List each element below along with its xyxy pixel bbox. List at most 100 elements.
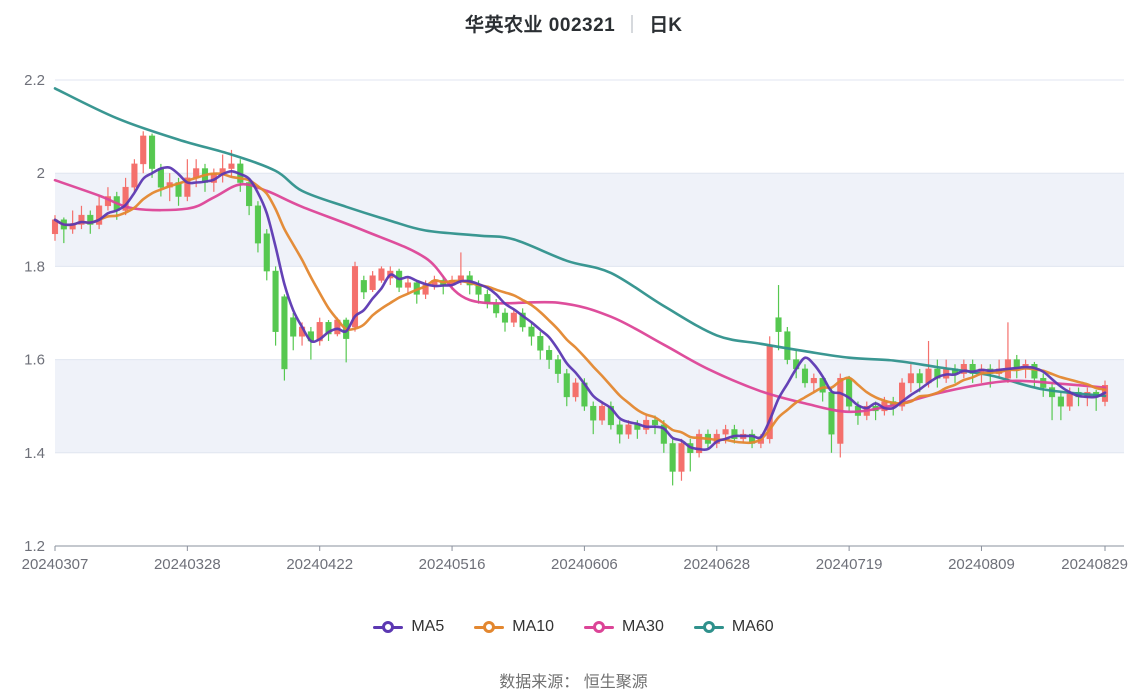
ma5-line (53, 165, 1107, 452)
candle-down (669, 443, 676, 472)
candle-up (122, 186, 129, 211)
x-axis-label: 20240328 (154, 556, 221, 573)
candle-down (157, 168, 164, 188)
candle-down (87, 214, 94, 225)
x-axis-label: 20240829 (1061, 556, 1128, 573)
candle-down (651, 419, 659, 426)
y-axis-label: 2.2 (24, 72, 45, 89)
title-separator (631, 14, 634, 33)
candle-down (801, 368, 809, 384)
x-axis-label: 20240719 (816, 556, 883, 573)
candle-up (78, 214, 85, 225)
candle-up (131, 163, 138, 188)
ma10-legend-marker-icon (474, 620, 505, 634)
x-axis-label: 20240516 (419, 556, 486, 573)
candle-up (907, 373, 914, 384)
ma60-legend-marker-icon (693, 620, 724, 634)
legend-ring (483, 621, 496, 633)
x-axis-label: 20240809 (948, 556, 1015, 573)
candle-down (828, 391, 835, 435)
legend-item-ma5[interactable]: MA5 (373, 618, 444, 636)
candle-down (1057, 396, 1064, 407)
candle-up (369, 275, 376, 290)
x-axis-label: 20240422 (286, 556, 353, 573)
candle-up (722, 429, 729, 435)
data-source-note: 数据来源： 恒生聚源 (499, 674, 648, 691)
period-label: 日K (649, 15, 682, 36)
candle-down (519, 312, 526, 328)
candle-up (810, 377, 817, 384)
plot-band (55, 173, 1124, 267)
y-axis-label: 1.4 (24, 445, 45, 462)
legend-label: MA60 (731, 618, 774, 635)
legend-ring (593, 621, 606, 633)
candle-down (916, 373, 923, 384)
candle-up (351, 266, 359, 328)
candle-down (775, 317, 782, 332)
x-axis-label: 20240606 (551, 556, 618, 573)
candle-up (960, 364, 967, 374)
candle-up (378, 268, 385, 281)
legend-item-ma10[interactable]: MA10 (474, 618, 554, 636)
ma60-line (53, 87, 1107, 398)
candle-down (607, 405, 614, 426)
candle-down (563, 373, 570, 398)
candle-down (528, 326, 535, 337)
candle-up (625, 424, 632, 435)
candle-up (184, 177, 191, 197)
candle-down (969, 364, 976, 374)
candle-up (572, 382, 579, 398)
candle-down (537, 336, 544, 351)
candle-down (254, 205, 261, 244)
candle-down (616, 424, 623, 435)
x-axis-label: 20240628 (683, 556, 750, 573)
candle-down (731, 429, 738, 440)
y-axis-label: 2 (37, 165, 45, 182)
candle-down (272, 270, 279, 332)
candle-up (599, 405, 606, 421)
legend-label: MA30 (622, 618, 664, 635)
legend-ring (702, 621, 715, 633)
legend-label: MA10 (512, 618, 555, 635)
candle-up (404, 282, 411, 288)
legend-item-ma30[interactable]: MA30 (584, 618, 664, 636)
candle-down (246, 182, 253, 207)
candle-down (360, 280, 367, 293)
candle-up (899, 382, 906, 407)
candle-up (510, 312, 517, 323)
legend-ring (382, 621, 395, 633)
candle-down (493, 303, 500, 314)
ma5-legend-marker-icon (373, 620, 404, 634)
stock-title: 华英农业 002321 (465, 15, 616, 36)
candle-down (784, 331, 791, 360)
candle-up (316, 322, 323, 342)
candle-down (290, 317, 297, 337)
candle-down (546, 350, 553, 360)
candle-up (96, 205, 103, 225)
candle-down (590, 405, 597, 421)
ma30-legend-marker-icon (584, 620, 615, 634)
ma10-line (53, 172, 1107, 445)
candle-up (140, 135, 147, 165)
chart-legend: MA5 MA10 MA30 MA60 (0, 618, 1147, 636)
legend-item-ma60[interactable]: MA60 (693, 618, 774, 636)
candle-down (263, 233, 270, 272)
x-axis-label: 20240307 (22, 556, 89, 573)
chart-title: 华英农业 002321 日K (0, 10, 1147, 37)
candle-down (1031, 364, 1038, 379)
candle-down (149, 135, 156, 169)
legend-label: MA5 (411, 618, 445, 635)
y-axis-label: 1.2 (24, 538, 45, 555)
candle-down (325, 322, 332, 335)
candle-down (501, 312, 509, 323)
y-axis-label: 1.8 (24, 258, 45, 275)
y-axis-label: 1.6 (24, 352, 45, 369)
candle-down (554, 359, 561, 374)
candle-down (846, 377, 853, 407)
candle-up (696, 433, 703, 454)
candle-up (228, 163, 235, 169)
candle-up (678, 443, 685, 472)
candle-down (281, 296, 288, 370)
